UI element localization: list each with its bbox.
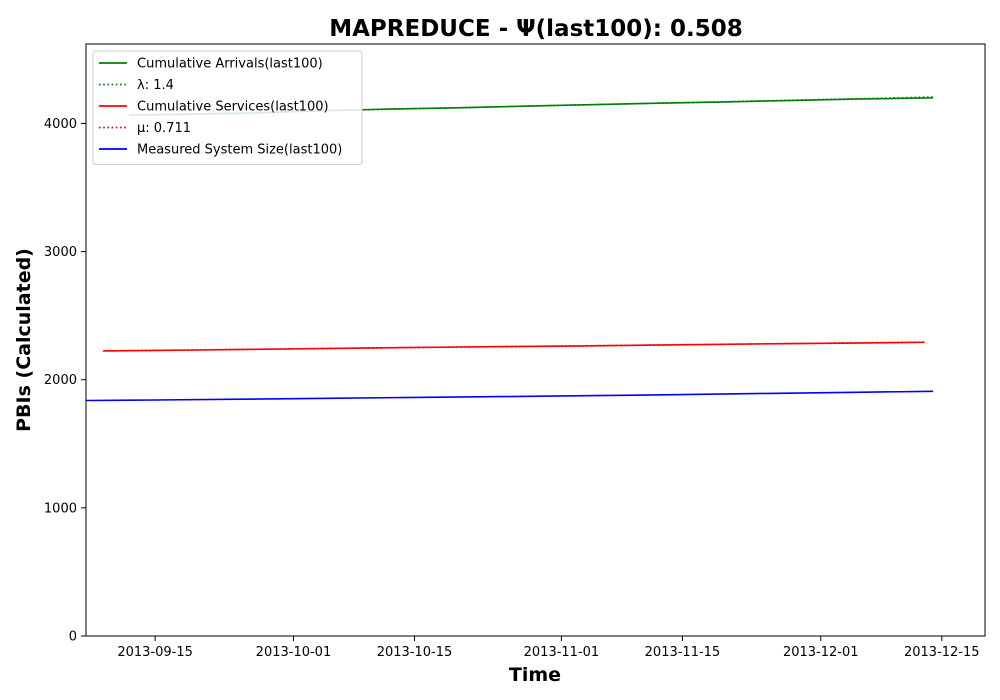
- x-tick-label-5: 2013-12-01: [783, 645, 859, 660]
- y-tick-label-2: 2000: [44, 373, 77, 388]
- legend-label-1: λ: 1.4: [137, 78, 174, 93]
- x-tick-label-6: 2013-12-15: [904, 645, 980, 660]
- x-tick-label-1: 2013-10-01: [256, 645, 332, 660]
- axes-layer: 0 1000 2000 3000 4000 2013-09-15 2013-10-01 201…: [44, 43, 986, 660]
- legend: Cumulative Arrivals(last100) λ: 1.4 Cumula…: [92, 50, 363, 165]
- legend-label-0: Cumulative Arrivals(last100): [137, 57, 323, 72]
- y-tick-label-1: 1000: [44, 501, 77, 516]
- y-tick-label-3: 3000: [44, 245, 77, 260]
- legend-box: [92, 50, 363, 165]
- x-tick-label-3: 2013-11-01: [524, 645, 600, 660]
- x-axis-title: Time: [509, 664, 561, 686]
- plot-frame: [85, 43, 986, 637]
- series-line-4: [85, 390, 934, 402]
- y-axis-title: PBIs (Calculated): [13, 248, 35, 432]
- chart-title: MAPREDUCE - Ψ(last100): 0.508: [329, 16, 743, 42]
- legend-label-4: Measured System Size(last100): [137, 143, 342, 158]
- y-tick-label-0: 0: [69, 630, 77, 645]
- x-tick-label-4: 2013-11-15: [645, 645, 721, 660]
- legend-label-3: μ: 0.711: [137, 121, 191, 136]
- legend-label-2: Cumulative Services(last100): [137, 100, 329, 115]
- x-tick-label-2: 2013-10-15: [377, 645, 453, 660]
- x-tick-label-0: 2013-09-15: [117, 645, 193, 660]
- series-line-2: [103, 341, 925, 352]
- y-tick-label-4: 4000: [44, 117, 77, 132]
